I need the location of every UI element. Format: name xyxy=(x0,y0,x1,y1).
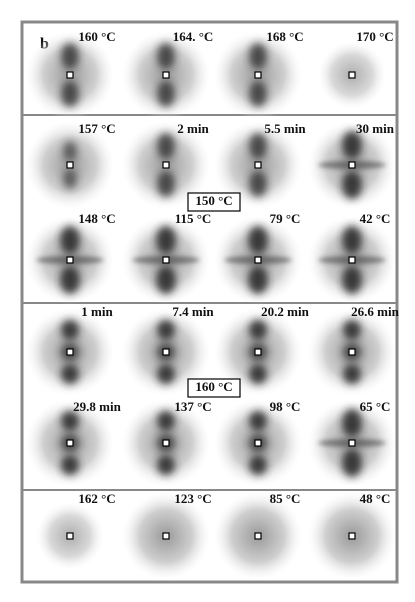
pattern-label: 85 °C xyxy=(270,491,301,506)
lobe xyxy=(342,449,362,477)
beam-stop xyxy=(349,533,355,539)
pattern-label: 137 °C xyxy=(174,399,211,414)
beam-stop xyxy=(67,440,73,446)
scattering-pattern xyxy=(36,502,104,570)
beam-stop xyxy=(349,162,355,168)
lobe xyxy=(249,320,267,340)
lobe xyxy=(156,266,176,294)
pattern-label: 65 °C xyxy=(360,399,391,414)
lobe xyxy=(249,455,267,475)
lobe xyxy=(157,320,175,340)
pattern-label: 5.5 min xyxy=(264,121,306,136)
scattering-pattern xyxy=(308,216,396,304)
condition-label: 150 °C xyxy=(195,193,232,208)
pattern-label: 79 °C xyxy=(270,211,301,226)
lobe xyxy=(157,411,175,431)
beam-stop xyxy=(163,257,169,263)
pattern-label: 98 °C xyxy=(270,399,301,414)
beam-stop xyxy=(255,257,261,263)
beam-stop xyxy=(67,349,73,355)
lobe xyxy=(157,133,175,159)
pattern-label: 20.2 min xyxy=(261,304,309,319)
lobe xyxy=(249,171,267,197)
beam-stop xyxy=(349,257,355,263)
lobe xyxy=(249,411,267,431)
beam-stop xyxy=(163,162,169,168)
beam-stop xyxy=(163,533,169,539)
lobe xyxy=(60,266,80,294)
pattern-label: 123 °C xyxy=(174,491,211,506)
beam-stop xyxy=(255,533,261,539)
scattering-pattern xyxy=(308,308,396,396)
scattering-pattern xyxy=(214,216,302,304)
scattering-pattern xyxy=(26,31,114,119)
beam-stop xyxy=(349,72,355,78)
scattering-pattern xyxy=(26,308,114,396)
lobe xyxy=(343,320,361,340)
scattering-pattern xyxy=(122,31,210,119)
beam-stop xyxy=(67,162,73,168)
lobe xyxy=(157,455,175,475)
beam-stop xyxy=(255,349,261,355)
lobe xyxy=(248,266,268,294)
pattern-label: 164. °C xyxy=(173,29,214,44)
lobe xyxy=(63,141,77,161)
lobe xyxy=(61,364,79,384)
lobe xyxy=(157,81,175,107)
pattern-label: 148 °C xyxy=(78,211,115,226)
lobe xyxy=(63,169,77,189)
lobe xyxy=(249,43,267,69)
pattern-label: 29.8 min xyxy=(73,399,121,414)
lobe xyxy=(342,226,362,254)
pattern-label: 1 min xyxy=(81,304,113,319)
lobe xyxy=(60,226,80,254)
pattern-label: 170 °C xyxy=(356,29,393,44)
figure: b 160 °C164. °C168 °C170 °C157 °C2 min5.… xyxy=(0,0,415,602)
lobe xyxy=(249,81,267,107)
pattern-label: 7.4 min xyxy=(172,304,214,319)
lobe xyxy=(249,133,267,159)
scattering-pattern xyxy=(122,216,210,304)
lobe xyxy=(61,81,79,107)
page: b 160 °C164. °C168 °C170 °C157 °C2 min5.… xyxy=(0,0,415,602)
scattering-pattern xyxy=(26,216,114,304)
beam-stop xyxy=(163,349,169,355)
pattern-label: 162 °C xyxy=(78,491,115,506)
scattering-pattern xyxy=(318,41,386,109)
beam-stop xyxy=(163,440,169,446)
condition-label: 160 °C xyxy=(195,379,232,394)
pattern-label: 157 °C xyxy=(78,121,115,136)
scattering-pattern xyxy=(214,31,302,119)
pattern-label: 168 °C xyxy=(266,29,303,44)
lobe xyxy=(61,320,79,340)
lobe xyxy=(248,226,268,254)
beam-stop xyxy=(255,162,261,168)
pattern-label: 26.6 min xyxy=(351,304,399,319)
beam-stop xyxy=(255,440,261,446)
lobe xyxy=(342,266,362,294)
lobe xyxy=(157,171,175,197)
lobe xyxy=(249,364,267,384)
beam-stop xyxy=(67,257,73,263)
beam-stop xyxy=(255,72,261,78)
beam-stop xyxy=(349,349,355,355)
lobe xyxy=(61,455,79,475)
lobe xyxy=(157,43,175,69)
beam-stop xyxy=(163,72,169,78)
lobe xyxy=(343,364,361,384)
pattern-label: 160 °C xyxy=(78,29,115,44)
lobe xyxy=(61,411,79,431)
pattern-label: 42 °C xyxy=(360,211,391,226)
lobe xyxy=(342,171,362,199)
pattern-label: 30 min xyxy=(356,121,395,136)
lobe xyxy=(157,364,175,384)
lobe xyxy=(61,43,79,69)
lobe xyxy=(156,226,176,254)
pattern-label: 48 °C xyxy=(360,491,391,506)
pattern-label: 115 °C xyxy=(175,211,212,226)
pattern-label: 2 min xyxy=(177,121,209,136)
beam-stop xyxy=(67,72,73,78)
beam-stop xyxy=(67,533,73,539)
beam-stop xyxy=(349,440,355,446)
